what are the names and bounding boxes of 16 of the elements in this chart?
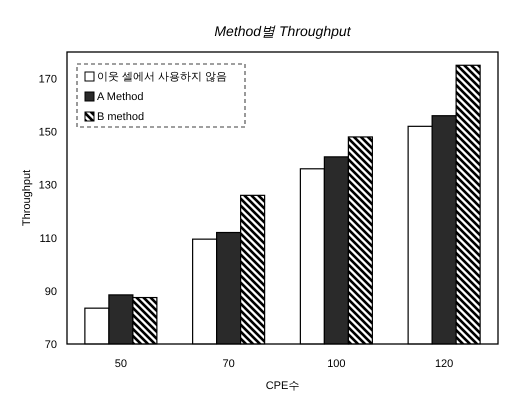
y-axis-title: Throughput	[21, 170, 33, 226]
legend-label: 이웃 셀에서 사용하지 않음	[97, 71, 228, 83]
y-tick-label: 110	[39, 232, 57, 245]
x-tick-label: 120	[434, 358, 454, 370]
x-tick-label: 70	[222, 358, 235, 370]
y-tick-label: 130	[38, 180, 57, 192]
x-axis-title: CPE수	[266, 380, 300, 392]
y-tick-label: 170	[38, 74, 57, 86]
y-tick-label: 90	[44, 286, 57, 298]
chart-title: Method별 Throughput	[214, 23, 352, 39]
y-tick-label: 70	[44, 339, 57, 351]
y-tick-label: 150	[38, 126, 57, 139]
x-tick-label: 100	[327, 358, 346, 370]
legend-label: B method	[97, 111, 144, 123]
legend-label: A Method	[97, 91, 144, 103]
x-tick-label: 50	[114, 358, 127, 370]
